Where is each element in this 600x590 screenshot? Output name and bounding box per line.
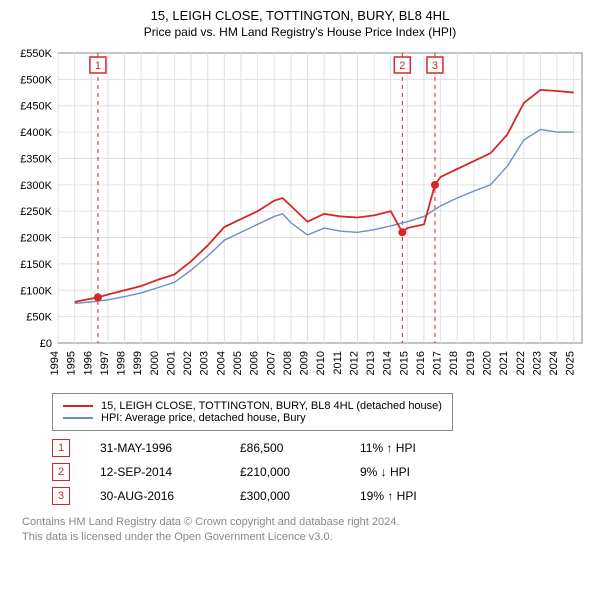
legend-label: HPI: Average price, detached house, Bury bbox=[101, 412, 306, 424]
legend-line bbox=[63, 417, 93, 419]
svg-text:2013: 2013 bbox=[365, 351, 377, 375]
sales-row: 2 12-SEP-2014 £210,000 9% ↓ HPI bbox=[52, 463, 588, 481]
svg-text:£350K: £350K bbox=[20, 153, 52, 165]
svg-text:2022: 2022 bbox=[515, 351, 527, 375]
page-title: 15, LEIGH CLOSE, TOTTINGTON, BURY, BL8 4… bbox=[12, 8, 588, 23]
sales-row: 3 30-AUG-2016 £300,000 19% ↑ HPI bbox=[52, 487, 588, 505]
svg-text:2012: 2012 bbox=[348, 351, 360, 375]
legend-item: HPI: Average price, detached house, Bury bbox=[63, 412, 442, 424]
sale-price: £300,000 bbox=[240, 489, 330, 503]
svg-text:2014: 2014 bbox=[382, 351, 394, 375]
svg-text:1999: 1999 bbox=[132, 351, 144, 375]
svg-text:2006: 2006 bbox=[249, 351, 261, 375]
svg-text:2001: 2001 bbox=[165, 351, 177, 375]
svg-text:£50K: £50K bbox=[26, 312, 52, 324]
sale-marker: 2 bbox=[52, 463, 70, 481]
sale-price: £86,500 bbox=[240, 441, 330, 455]
svg-text:2021: 2021 bbox=[498, 351, 510, 375]
svg-text:2025: 2025 bbox=[565, 351, 577, 375]
svg-text:£100K: £100K bbox=[20, 285, 52, 297]
sale-pct: 11% ↑ HPI bbox=[360, 441, 416, 455]
svg-text:1994: 1994 bbox=[49, 351, 61, 375]
svg-text:2010: 2010 bbox=[315, 351, 327, 375]
sale-pct: 19% ↑ HPI bbox=[360, 489, 417, 503]
svg-text:2011: 2011 bbox=[332, 351, 344, 375]
svg-text:1996: 1996 bbox=[82, 351, 94, 375]
legend-line bbox=[63, 405, 93, 407]
legend-item: 15, LEIGH CLOSE, TOTTINGTON, BURY, BL8 4… bbox=[63, 400, 442, 412]
svg-text:£0: £0 bbox=[40, 338, 52, 350]
svg-text:2020: 2020 bbox=[482, 351, 494, 375]
sale-marker: 3 bbox=[52, 487, 70, 505]
svg-text:2024: 2024 bbox=[548, 351, 560, 375]
sales-table: 1 31-MAY-1996 £86,500 11% ↑ HPI 2 12-SEP-2014… bbox=[52, 439, 588, 505]
sale-date: 30-AUG-2016 bbox=[100, 489, 210, 503]
svg-text:2023: 2023 bbox=[531, 351, 543, 375]
svg-text:2018: 2018 bbox=[448, 351, 460, 375]
svg-text:2007: 2007 bbox=[265, 351, 277, 375]
sale-marker: 1 bbox=[52, 439, 70, 457]
footnote-line-1: Contains HM Land Registry data © Crown c… bbox=[22, 515, 588, 530]
legend: 15, LEIGH CLOSE, TOTTINGTON, BURY, BL8 4… bbox=[52, 393, 453, 431]
sale-date: 31-MAY-1996 bbox=[100, 441, 210, 455]
svg-text:£250K: £250K bbox=[20, 206, 52, 218]
svg-text:£150K: £150K bbox=[20, 259, 52, 271]
svg-text:1: 1 bbox=[95, 60, 101, 72]
svg-text:2008: 2008 bbox=[282, 351, 294, 375]
svg-text:£550K: £550K bbox=[20, 48, 52, 60]
svg-text:2005: 2005 bbox=[232, 351, 244, 375]
sale-date: 12-SEP-2014 bbox=[100, 465, 210, 479]
footnote: Contains HM Land Registry data © Crown c… bbox=[22, 515, 588, 546]
svg-text:£200K: £200K bbox=[20, 233, 52, 245]
svg-text:2000: 2000 bbox=[149, 351, 161, 375]
svg-text:2002: 2002 bbox=[182, 351, 194, 375]
sale-price: £210,000 bbox=[240, 465, 330, 479]
svg-text:2009: 2009 bbox=[299, 351, 311, 375]
svg-text:2016: 2016 bbox=[415, 351, 427, 375]
svg-text:2019: 2019 bbox=[465, 351, 477, 375]
svg-text:2015: 2015 bbox=[398, 351, 410, 375]
svg-text:1998: 1998 bbox=[116, 351, 128, 375]
svg-text:£300K: £300K bbox=[20, 180, 52, 192]
page-subtitle: Price paid vs. HM Land Registry's House … bbox=[12, 25, 588, 39]
price-chart: £0 £50K £100K £150K £200K £250K £300K £350K £400… bbox=[12, 47, 588, 387]
svg-text:£500K: £500K bbox=[20, 74, 52, 86]
svg-text:1997: 1997 bbox=[99, 351, 111, 375]
legend-label: 15, LEIGH CLOSE, TOTTINGTON, BURY, BL8 4… bbox=[101, 400, 442, 412]
svg-text:1995: 1995 bbox=[66, 351, 78, 375]
svg-text:2003: 2003 bbox=[199, 351, 211, 375]
svg-text:2017: 2017 bbox=[432, 351, 444, 375]
svg-text:2004: 2004 bbox=[215, 351, 227, 375]
svg-text:£450K: £450K bbox=[20, 101, 52, 113]
sales-row: 1 31-MAY-1996 £86,500 11% ↑ HPI bbox=[52, 439, 588, 457]
svg-text:3: 3 bbox=[432, 60, 438, 72]
footnote-line-2: This data is licensed under the Open Gov… bbox=[22, 530, 588, 545]
svg-text:£400K: £400K bbox=[20, 127, 52, 139]
svg-text:2: 2 bbox=[399, 60, 405, 72]
sale-pct: 9% ↓ HPI bbox=[360, 465, 410, 479]
